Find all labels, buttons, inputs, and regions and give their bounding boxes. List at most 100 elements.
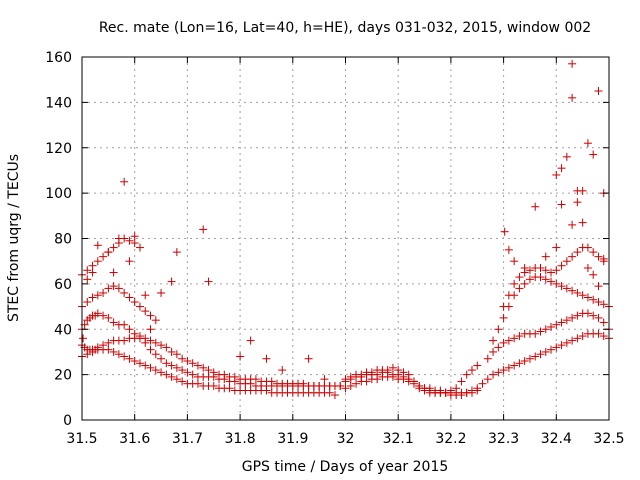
data-point — [515, 332, 524, 341]
data-point — [562, 338, 571, 347]
data-point — [88, 347, 97, 356]
data-point — [104, 313, 113, 322]
data-point — [594, 298, 603, 307]
data-point — [499, 338, 508, 347]
data-point — [230, 372, 239, 381]
data-point — [489, 347, 498, 356]
data-point — [499, 302, 508, 311]
data-point — [204, 277, 213, 286]
data-point — [88, 293, 97, 302]
data-point — [135, 332, 144, 341]
data-point — [473, 361, 482, 370]
data-point — [341, 375, 350, 384]
y-tick-label: 80 — [54, 232, 72, 248]
data-point — [404, 370, 413, 379]
data-point — [589, 150, 598, 159]
data-point — [146, 363, 155, 372]
data-point — [157, 288, 166, 297]
data-point — [141, 307, 150, 316]
data-point — [568, 252, 577, 261]
data-point — [130, 298, 139, 307]
data-point — [583, 293, 592, 302]
y-tick-label: 60 — [54, 277, 72, 293]
y-tick-label: 0 — [63, 413, 72, 429]
data-point — [178, 366, 187, 375]
data-point — [394, 366, 403, 375]
data-point — [172, 375, 181, 384]
data-point — [336, 381, 345, 390]
data-point — [109, 243, 118, 252]
data-point — [141, 291, 150, 300]
data-point — [83, 275, 92, 284]
data-point — [589, 270, 598, 279]
x-axis-label: GPS time / Days of year 2015 — [242, 459, 449, 475]
data-point — [568, 313, 577, 322]
data-point — [262, 354, 271, 363]
data-point — [541, 275, 550, 284]
y-axis-label: STEC from uqrg / TECUs — [6, 154, 22, 322]
data-point — [547, 277, 556, 286]
data-point — [188, 370, 197, 379]
data-point — [568, 336, 577, 345]
data-point — [467, 388, 476, 397]
grid-layer — [82, 57, 609, 420]
data-point — [167, 361, 176, 370]
data-point — [88, 268, 97, 277]
x-tick-label: 32 — [337, 431, 355, 447]
data-point — [109, 347, 118, 356]
data-point — [157, 341, 166, 350]
data-point — [220, 370, 229, 379]
data-point — [320, 375, 329, 384]
y-tick-label: 20 — [54, 368, 72, 384]
data-point — [262, 386, 271, 395]
data-point — [188, 359, 197, 368]
data-point — [299, 379, 308, 388]
data-point — [109, 318, 118, 327]
data-point — [568, 59, 577, 68]
data-point — [552, 243, 561, 252]
data-point — [125, 293, 134, 302]
data-point — [151, 338, 160, 347]
data-point — [573, 198, 582, 207]
data-point — [104, 248, 113, 257]
data-point — [578, 291, 587, 300]
data-point — [583, 243, 592, 252]
data-point — [599, 332, 608, 341]
data-point — [541, 252, 550, 261]
data-point — [552, 266, 561, 275]
data-point — [573, 311, 582, 320]
data-point — [589, 248, 598, 257]
data-point — [536, 273, 545, 282]
data-point — [489, 370, 498, 379]
data-point — [99, 311, 108, 320]
data-point — [594, 282, 603, 291]
data-point — [93, 309, 102, 318]
data-point — [499, 313, 508, 322]
data-point — [541, 325, 550, 334]
data-point — [120, 320, 129, 329]
data-point — [388, 363, 397, 372]
data-point — [547, 268, 556, 277]
data-point — [125, 325, 134, 334]
data-point — [547, 322, 556, 331]
data-point — [341, 384, 350, 393]
data-point — [167, 277, 176, 286]
points-layer — [78, 59, 613, 400]
data-point — [594, 252, 603, 261]
data-point — [483, 354, 492, 363]
y-tick-label: 140 — [45, 95, 72, 111]
data-point — [172, 363, 181, 372]
data-point — [93, 291, 102, 300]
data-point — [599, 300, 608, 309]
data-point — [236, 352, 245, 361]
data-point — [500, 227, 509, 236]
data-point — [504, 291, 513, 300]
data-point — [130, 357, 139, 366]
data-point — [157, 368, 166, 377]
data-point — [146, 345, 155, 354]
data-point — [383, 366, 392, 375]
data-point — [151, 316, 160, 325]
x-tick-label: 32.4 — [541, 431, 572, 447]
data-point — [109, 268, 118, 277]
data-point — [510, 361, 519, 370]
